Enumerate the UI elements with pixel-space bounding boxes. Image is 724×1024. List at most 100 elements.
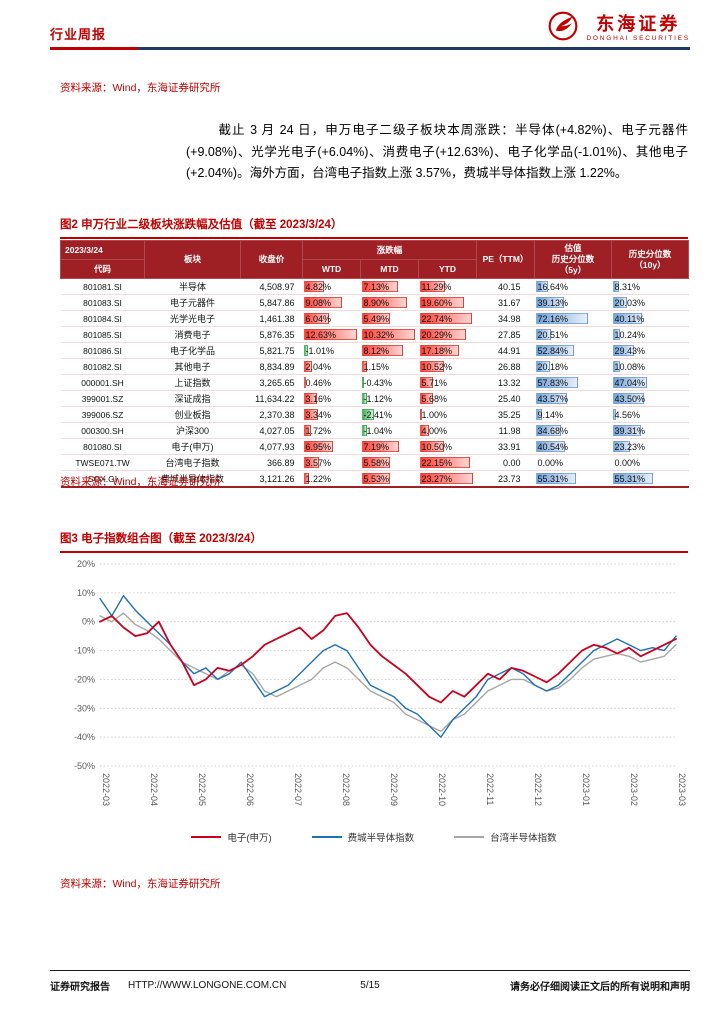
positive-databar [419,281,446,293]
header-percentile-10y-line2: （10y） [634,259,666,270]
cell-mtd: 5.58% [360,454,419,472]
cell-close: 5,876.35 [240,326,303,344]
positive-databar [419,457,471,469]
cell-p10y: 55.31% [611,470,689,488]
cell-mtd: -0.43% [360,374,419,392]
cell-p10y: 43.50% [611,390,689,408]
cell-code: 801085.SI [60,326,145,344]
cell-wtd: 3.57% [302,454,361,472]
positive-databar [419,313,472,325]
percentile-databar [612,441,630,453]
cell-wtd: -1.01% [302,342,361,360]
cell-close: 5,821.75 [240,342,303,360]
cell-p5y: 52.84% [534,342,612,360]
cell-ytd: 22.74% [418,310,477,328]
legend-label: 费城半导体指数 [347,833,415,844]
cell-close: 4,027.05 [240,422,303,440]
cell-ytd: 1.00% [418,406,477,424]
table-row: 801081.SI 半导体 4,508.97 4.82% 7.13% 11.29% 40.1… [60,278,689,296]
brand-name-en: DONGHAI SECURITIES [586,35,690,43]
y-axis-tick-label: -20% [74,674,95,684]
cell-sector: 上证指数 [144,374,241,392]
table-row: TWSE071.TW 台湾电子指数 366.89 3.57% 5.58% 22.15% 0.… [60,454,689,472]
footer: 证券研究报告 HTTP://WWW.LONGONE.COM.CN 5/15 请务… [50,978,690,993]
table-row: 801080.SI 电子(申万) 4,077.93 6.95% 7.19% 10.50% 3… [60,438,689,456]
cell-p5y: 20.51% [534,326,612,344]
cell-sector: 消费电子 [144,326,241,344]
figure2-table-body: 801081.SI 半导体 4,508.97 4.82% 7.13% 11.29% 40.1… [60,278,689,488]
cell-p10y: 20.03% [611,294,689,312]
cell-wtd: 3.16% [302,390,361,408]
cell-mtd: 5.49% [360,310,419,328]
table-row: 000300.SH 沪深300 4,027.05 1.72% -1.04% 4.00% 11… [60,422,689,440]
x-axis-tick-label: 2022-03 [101,773,111,806]
cell-sector: 台湾电子指数 [144,454,241,472]
cell-close: 8,834.89 [240,358,303,376]
cell-wtd: 12.63% [302,326,361,344]
cell-p5y: 20.18% [534,358,612,376]
x-axis-tick-label: 2022-06 [245,773,255,806]
figure3-chart: 20% 10% 0% -10% -20% -30% -40% -50% 2022-03 2022-… [60,552,688,844]
negative-databar [361,377,364,389]
series-line [99,595,677,738]
cell-code: SOX.GI [60,470,145,488]
cell-sector: 深证成指 [144,390,241,408]
negative-databar [361,425,367,437]
cell-mtd: 5.53% [360,470,419,488]
chart-legend: 电子(申万) 费城半导体指数 台湾半导体指数 [60,830,688,844]
header-percentile-5y-line3: （5y） [559,265,587,276]
x-axis-tick-label: 2023-02 [629,773,639,806]
donghai-logo: 东海证券 DONGHAI SECURITIES [547,10,690,47]
x-axis-tick-label: 2022-12 [533,773,543,806]
cell-sector: 电子(申万) [144,438,241,456]
table-header: 2023/3/24 板块 收盘价 涨跌幅 PE（TTM） 估值 历史分位数 （5… [60,239,689,280]
x-axis-tick-label: 2023-01 [581,773,591,806]
cell-pe: 23.73 [476,470,535,488]
negative-databar [303,345,308,357]
x-axis-tick-label: 2022-05 [197,773,207,806]
header-wtd: WTD [302,259,361,280]
percentile-databar [612,313,642,325]
table-row: SOX.GI 费城半导体指数 3,121.26 1.22% 5.53% 23.27% 23.… [60,470,689,488]
footer-report-type: 证券研究报告 [50,982,110,993]
cell-p5y: 34.68% [534,422,612,440]
footer-url-link[interactable]: HTTP://WWW.LONGONE.COM.CN [128,980,287,991]
cell-wtd: 6.95% [302,438,361,456]
positive-databar [361,361,368,373]
cell-pe: 11.98 [476,422,535,440]
cell-close: 2,370.38 [240,406,303,424]
percentile-databar [535,361,551,373]
legend-item: 费城半导体指数 [311,830,415,844]
cell-sector: 半导体 [144,278,241,296]
page-number: 5/15 [360,980,380,991]
legend-label: 台湾半导体指数 [490,833,557,844]
percentile-databar [612,329,620,341]
percentile-databar [535,441,566,453]
percentile-databar [535,393,568,405]
positive-databar [419,329,467,341]
percentile-databar [535,297,565,309]
cell-p5y: 55.31% [534,470,612,488]
cell-close: 5,847.86 [240,294,303,312]
cell-pe: 33.91 [476,438,535,456]
positive-databar [303,409,318,421]
y-axis-tick-label: 20% [77,559,95,569]
header-percentile-5y-line1: 估值 [564,243,582,253]
percentile-databar [535,329,551,341]
cell-ytd: 19.60% [418,294,477,312]
intro-paragraph: 截止 3 月 24 日，申万电子二级子板块本周涨跌：半导体(+4.82%)、电子… [186,123,688,180]
cell-sector: 沪深300 [144,422,241,440]
cell-wtd: 0.46% [302,374,361,392]
cell-mtd: 1.15% [360,358,419,376]
positive-databar [419,393,433,405]
percentile-databar [535,313,589,325]
table-row: 801085.SI 消费电子 5,876.35 12.63% 10.32% 20.29% 2… [60,326,689,344]
cell-ytd: 10.52% [418,358,477,376]
x-axis-tick-label: 2023-03 [677,773,687,806]
y-axis-tick-label: -10% [74,646,95,656]
header-change-group: 涨跌幅 [302,239,477,261]
cell-close: 3,121.26 [240,470,303,488]
y-axis-tick-label: -40% [74,732,95,742]
positive-databar [303,361,313,373]
positive-databar [361,313,390,325]
